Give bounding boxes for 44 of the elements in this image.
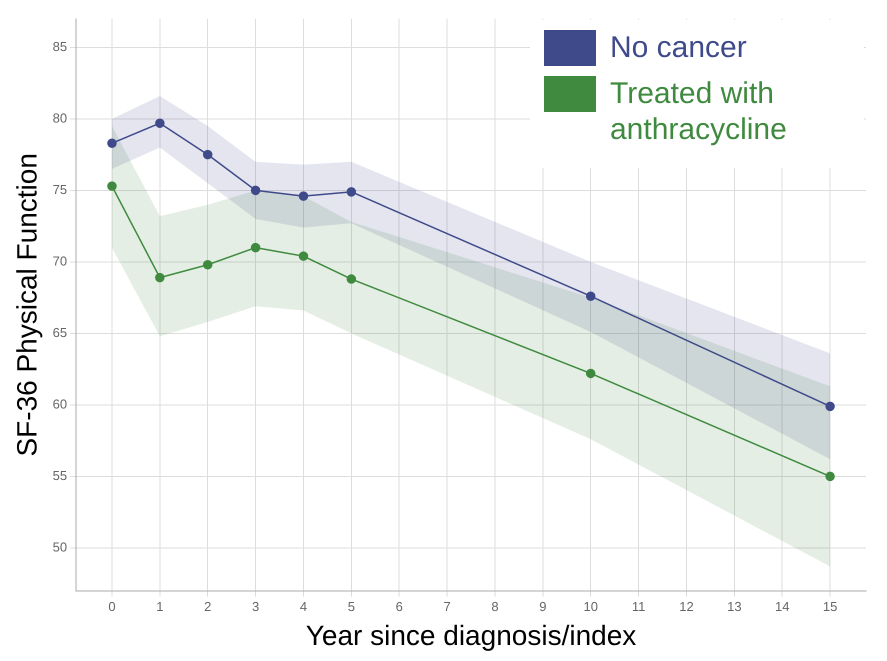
x-tick-label: 14 xyxy=(774,599,790,614)
y-tick-label: 50 xyxy=(52,539,68,554)
x-tick-label: 12 xyxy=(679,599,694,614)
y-tick-label: 55 xyxy=(52,468,68,483)
x-tick-label: 11 xyxy=(632,599,646,614)
y-tick-label: 75 xyxy=(52,182,68,197)
x-tick-label: 0 xyxy=(108,599,116,614)
point xyxy=(250,242,260,252)
point xyxy=(586,291,596,301)
x-tick-label: 9 xyxy=(539,599,546,614)
point xyxy=(346,187,356,197)
x-axis-title: Year since diagnosis/index xyxy=(306,620,636,651)
x-tick-label: 5 xyxy=(348,599,355,614)
x-tick-label: 7 xyxy=(443,599,451,614)
y-tick-label: 80 xyxy=(52,110,68,126)
y-tick-label: 70 xyxy=(52,253,68,268)
x-tick-label: 3 xyxy=(252,599,260,614)
point xyxy=(202,150,212,160)
point xyxy=(825,472,835,482)
y-tick-label: 65 xyxy=(52,324,68,340)
point xyxy=(825,402,835,412)
point xyxy=(298,191,308,201)
legend-label: Treated with anthracycline xyxy=(610,76,788,148)
point xyxy=(250,186,260,196)
x-tick-label: 10 xyxy=(583,599,598,614)
y-axis-title: SF-36 Physical Function xyxy=(12,153,43,457)
x-tick-label: 6 xyxy=(396,599,403,614)
x-tick-label: 4 xyxy=(300,599,308,614)
x-tick-label: 1 xyxy=(156,599,164,614)
point xyxy=(107,138,117,148)
point xyxy=(155,272,165,282)
y-tick-label: 85 xyxy=(52,38,68,54)
point xyxy=(202,260,212,270)
legend-label: No cancer xyxy=(610,30,748,66)
point xyxy=(586,368,596,378)
y-tick-label: 60 xyxy=(52,396,68,412)
point xyxy=(346,274,356,284)
point xyxy=(298,251,308,261)
x-tick-label: 13 xyxy=(727,599,742,614)
x-tick-label: 2 xyxy=(204,599,212,614)
x-tick-label: 8 xyxy=(491,599,499,614)
point xyxy=(107,181,117,191)
x-tick-label: 15 xyxy=(822,599,838,614)
point xyxy=(155,118,165,128)
